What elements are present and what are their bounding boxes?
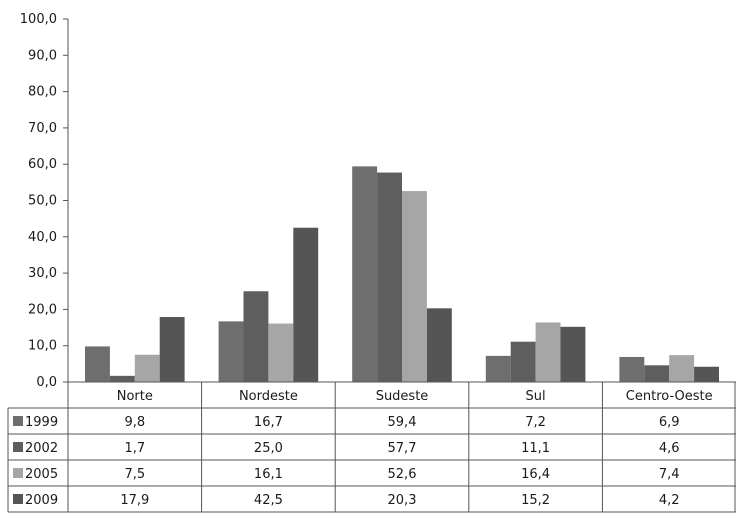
y-tick-label: 80,0: [28, 85, 57, 100]
bar-2009-sul: [560, 326, 586, 382]
data-table-cell: 7,5: [124, 467, 145, 482]
y-tick-label: 90,0: [28, 48, 57, 63]
data-table-cell: 11,1: [521, 441, 550, 456]
bar-2009-sudeste: [426, 308, 452, 382]
bar-2005-sul: [535, 322, 561, 382]
data-table-cell: 57,7: [388, 441, 417, 456]
legend-label: 2009: [25, 493, 58, 508]
legend-swatch-2005: [13, 468, 23, 478]
data-table-cell: 16,7: [254, 415, 283, 430]
data-table-cell: 15,2: [521, 493, 550, 508]
data-table-cell: 16,1: [254, 467, 283, 482]
x-category-label: Sudeste: [376, 389, 429, 404]
data-table-cell: 42,5: [254, 493, 283, 508]
bar-2002-centro-oeste: [644, 365, 670, 382]
y-tick-label: 30,0: [28, 266, 57, 281]
y-tick-label: 100,0: [20, 12, 57, 27]
x-category-label: Norte: [117, 389, 153, 404]
y-tick-label: 70,0: [28, 121, 57, 136]
bar-2005-sudeste: [402, 191, 427, 382]
data-table-cell: 16,4: [521, 467, 550, 482]
bar-2002-nordeste: [243, 291, 269, 382]
bar-2005-nordeste: [268, 323, 294, 382]
data-table-cell: 6,9: [659, 415, 680, 430]
bar-2005-norte: [134, 354, 160, 382]
bar-2002-sul: [510, 341, 536, 382]
y-tick-label: 50,0: [28, 194, 57, 209]
data-table-cell: 20,3: [388, 493, 417, 508]
bar-2002-norte: [109, 375, 135, 382]
data-table-cell: 52,6: [388, 467, 417, 482]
bar-2009-norte: [159, 317, 185, 382]
data-table-cell: 7,4: [659, 467, 680, 482]
bar-1999-sul: [485, 355, 511, 382]
bar-1999-nordeste: [218, 321, 244, 382]
data-table-cell: 25,0: [254, 441, 283, 456]
bar-2009-centro-oeste: [694, 366, 719, 382]
bar-2005-centro-oeste: [669, 355, 695, 382]
x-category-label: Nordeste: [239, 389, 298, 404]
y-tick-label: 20,0: [28, 302, 57, 317]
legend-swatch-2002: [13, 442, 23, 452]
bar-1999-norte: [85, 346, 110, 382]
data-table-cell: 7,2: [525, 415, 546, 430]
data-table-cell: 9,8: [124, 415, 145, 430]
legend-swatch-2009: [13, 494, 23, 504]
y-tick-label: 60,0: [28, 157, 57, 172]
data-table-cell: 4,2: [659, 493, 680, 508]
bar-2002-sudeste: [377, 172, 402, 382]
data-table-cell: 1,7: [124, 441, 145, 456]
x-category-label: Sul: [526, 389, 546, 404]
bar-2009-nordeste: [293, 227, 319, 382]
data-table-cell: 17,9: [120, 493, 149, 508]
data-table-cell: 59,4: [388, 415, 417, 430]
legend-label: 1999: [25, 415, 58, 430]
legend-label: 2002: [25, 441, 58, 456]
legend-swatch-1999: [13, 416, 23, 426]
y-tick-label: 10,0: [28, 339, 57, 354]
y-tick-label: 0,0: [36, 375, 57, 390]
legend-label: 2005: [25, 467, 58, 482]
bar-1999-centro-oeste: [619, 356, 645, 382]
bar-1999-sudeste: [352, 166, 378, 382]
x-category-label: Centro-Oeste: [626, 389, 713, 404]
data-table-cell: 4,6: [659, 441, 680, 456]
y-tick-label: 40,0: [28, 230, 57, 245]
